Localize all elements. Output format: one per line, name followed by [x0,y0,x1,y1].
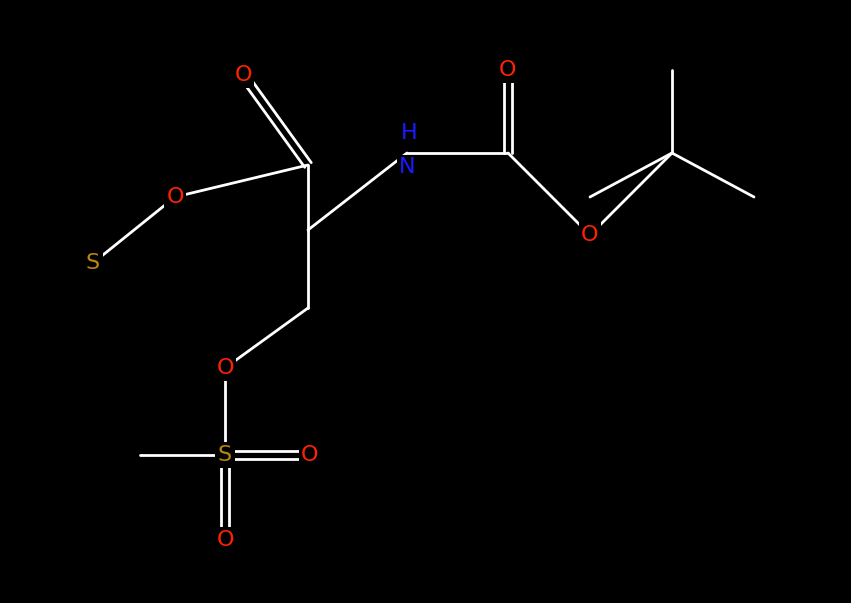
Text: O: O [301,445,319,465]
Text: H: H [401,123,417,143]
Text: O: O [216,530,234,550]
Text: O: O [500,60,517,80]
Text: N: N [399,157,415,177]
Text: O: O [234,65,252,85]
Text: S: S [86,253,100,273]
Text: S: S [218,445,232,465]
Text: O: O [581,225,599,245]
Text: O: O [216,358,234,378]
Text: O: O [166,187,184,207]
